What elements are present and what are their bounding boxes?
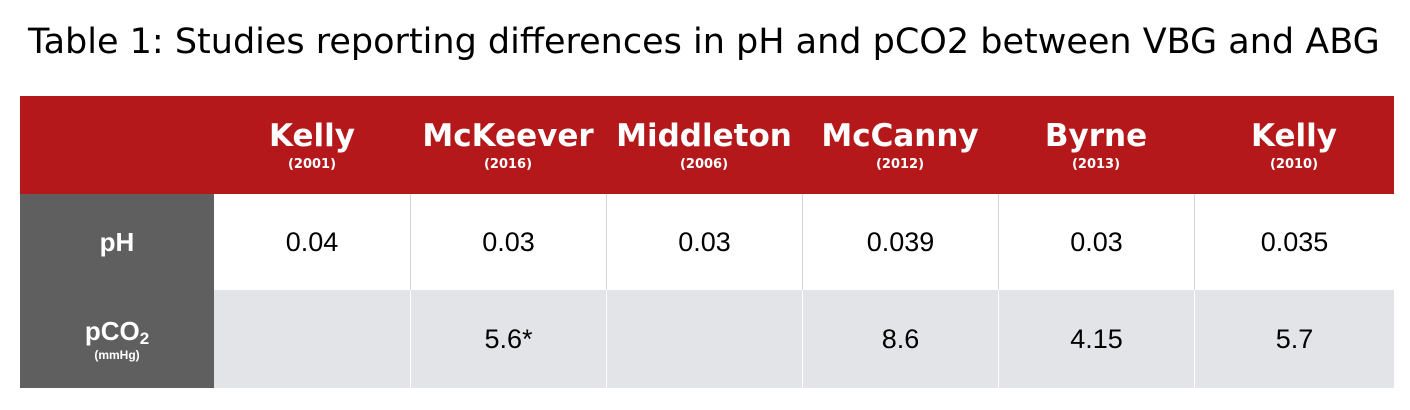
table-cell: 0.035 [1194,194,1394,290]
column-header: Byrne (2013) [998,96,1194,194]
column-header: Kelly (2010) [1194,96,1394,194]
column-year: (2016) [483,157,533,172]
column-header: Kelly (2001) [214,96,410,194]
header-corner-cell [20,96,214,194]
column-author: Kelly [1251,118,1337,154]
row-label-text: pH [99,227,135,257]
table-cell [606,290,802,388]
table-cell: 0.03 [998,194,1194,290]
column-header: McCanny (2012) [802,96,998,194]
row-label-text: pCO2 [84,316,150,348]
table-cell: 0.039 [802,194,998,290]
table-cell: 8.6 [802,290,998,388]
table-cell [214,290,410,388]
column-year: (2006) [679,157,729,172]
column-header: McKeever (2016) [410,96,606,194]
table-cell: 0.04 [285,226,339,257]
row-label-ph: pH [20,194,214,290]
column-year: (2013) [1071,157,1121,172]
column-header: Middleton (2006) [606,96,802,194]
column-author: McKeever [422,118,594,154]
row-label-unit: (mmHg) [94,348,140,362]
table-cell: 0.03 [606,194,802,290]
column-year: (2001) [287,157,337,172]
table-title: Table 1: Studies reporting differences i… [28,22,1380,62]
column-author: Kelly [269,118,355,154]
row-label-subscript: 2 [139,329,150,348]
column-author: Middleton [616,118,792,154]
column-year: (2012) [875,157,925,172]
column-year: (2010) [1269,157,1319,172]
column-author: Byrne [1044,118,1148,154]
data-table: Kelly (2001) McKeever (2016) Middleton (… [20,96,1394,388]
table-cell: 5.7 [1194,290,1394,388]
column-author: McCanny [821,118,979,154]
row-label-pco2: pCO2 (mmHg) [20,290,214,388]
table-cell: 0.03 [410,194,606,290]
row-label-main: pCO [84,316,140,346]
table-cell: 4.15 [998,290,1194,388]
table-cell: 5.6* [410,290,606,388]
